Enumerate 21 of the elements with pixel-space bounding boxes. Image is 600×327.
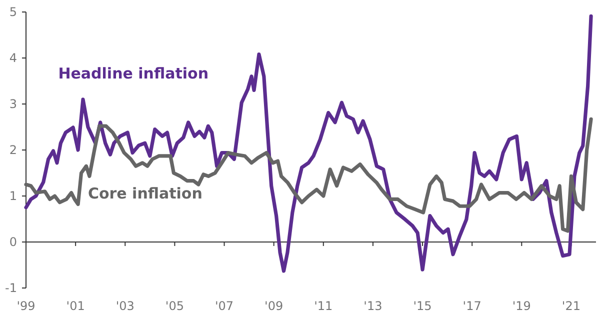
x-tick-label: '09 <box>264 299 284 313</box>
x-tick-label: '13 <box>364 299 382 313</box>
x-tick-label: '07 <box>214 299 234 313</box>
x-tick-label: '03 <box>116 299 134 313</box>
y-tick-label: 4 <box>9 51 17 66</box>
series-label: Core inflation <box>88 184 202 202</box>
x-tick-label: '19 <box>512 299 531 313</box>
x-tick-label: '01 <box>66 299 85 313</box>
y-tick-label: 5 <box>9 5 17 20</box>
x-tick-label: '99 <box>16 299 36 313</box>
y-tick-label: 0 <box>9 235 17 250</box>
y-tick-label: 2 <box>9 143 17 158</box>
x-tick-label: '11 <box>314 299 333 313</box>
x-tick-label: '15 <box>413 299 432 313</box>
x-tick-label: '17 <box>462 299 482 313</box>
y-tick-label: 3 <box>9 97 17 112</box>
x-tick-label: '05 <box>165 299 184 313</box>
x-tick-label: '21 <box>562 299 581 313</box>
y-tick-label: -1 <box>5 281 17 296</box>
y-tick-label: 1 <box>9 189 17 204</box>
series-label: Headline inflation <box>58 64 209 83</box>
